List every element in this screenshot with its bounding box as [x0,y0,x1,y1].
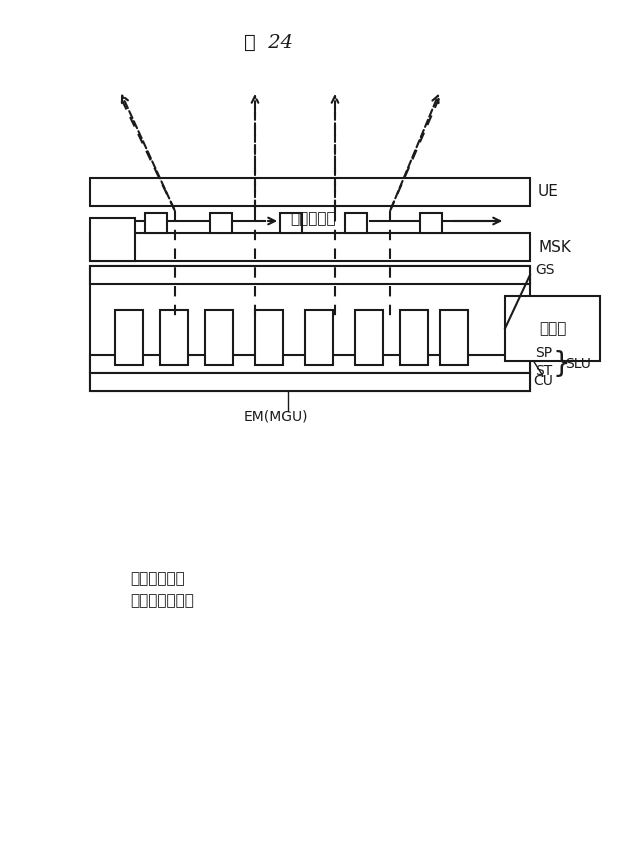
Bar [90,266,530,391]
Text: SLU: SLU [565,357,591,371]
Text: 図  24: 図 24 [244,34,293,52]
Bar [145,213,167,233]
Bar [440,310,468,365]
Text: 電磁石：オン: 電磁石：オン [130,571,185,586]
Bar [505,296,600,361]
Bar [90,218,135,261]
Text: CU: CU [534,374,554,388]
Text: GS: GS [535,263,554,277]
Bar [90,373,530,391]
Text: UE: UE [538,185,559,199]
Text: SP: SP [535,346,552,360]
Text: ST: ST [535,364,552,378]
Bar [210,213,232,233]
Bar [160,310,188,365]
Text: MSK: MSK [538,239,571,254]
Bar [90,355,530,373]
Bar [90,178,530,206]
Bar [355,310,383,365]
Bar [90,266,530,284]
Bar [305,310,333,365]
Bar [345,213,367,233]
Bar [420,213,442,233]
Bar [115,310,143,365]
Text: プラズマ：オフ: プラズマ：オフ [130,593,194,608]
Text: }: } [553,350,571,378]
Text: EM(MGU): EM(MGU) [244,409,308,423]
Bar [280,213,302,233]
Text: パージガス: パージガス [290,212,335,226]
Bar [90,233,530,261]
Bar [400,310,428,365]
Bar [255,310,283,365]
Text: 制御部: 制御部 [539,321,566,336]
Bar [205,310,233,365]
